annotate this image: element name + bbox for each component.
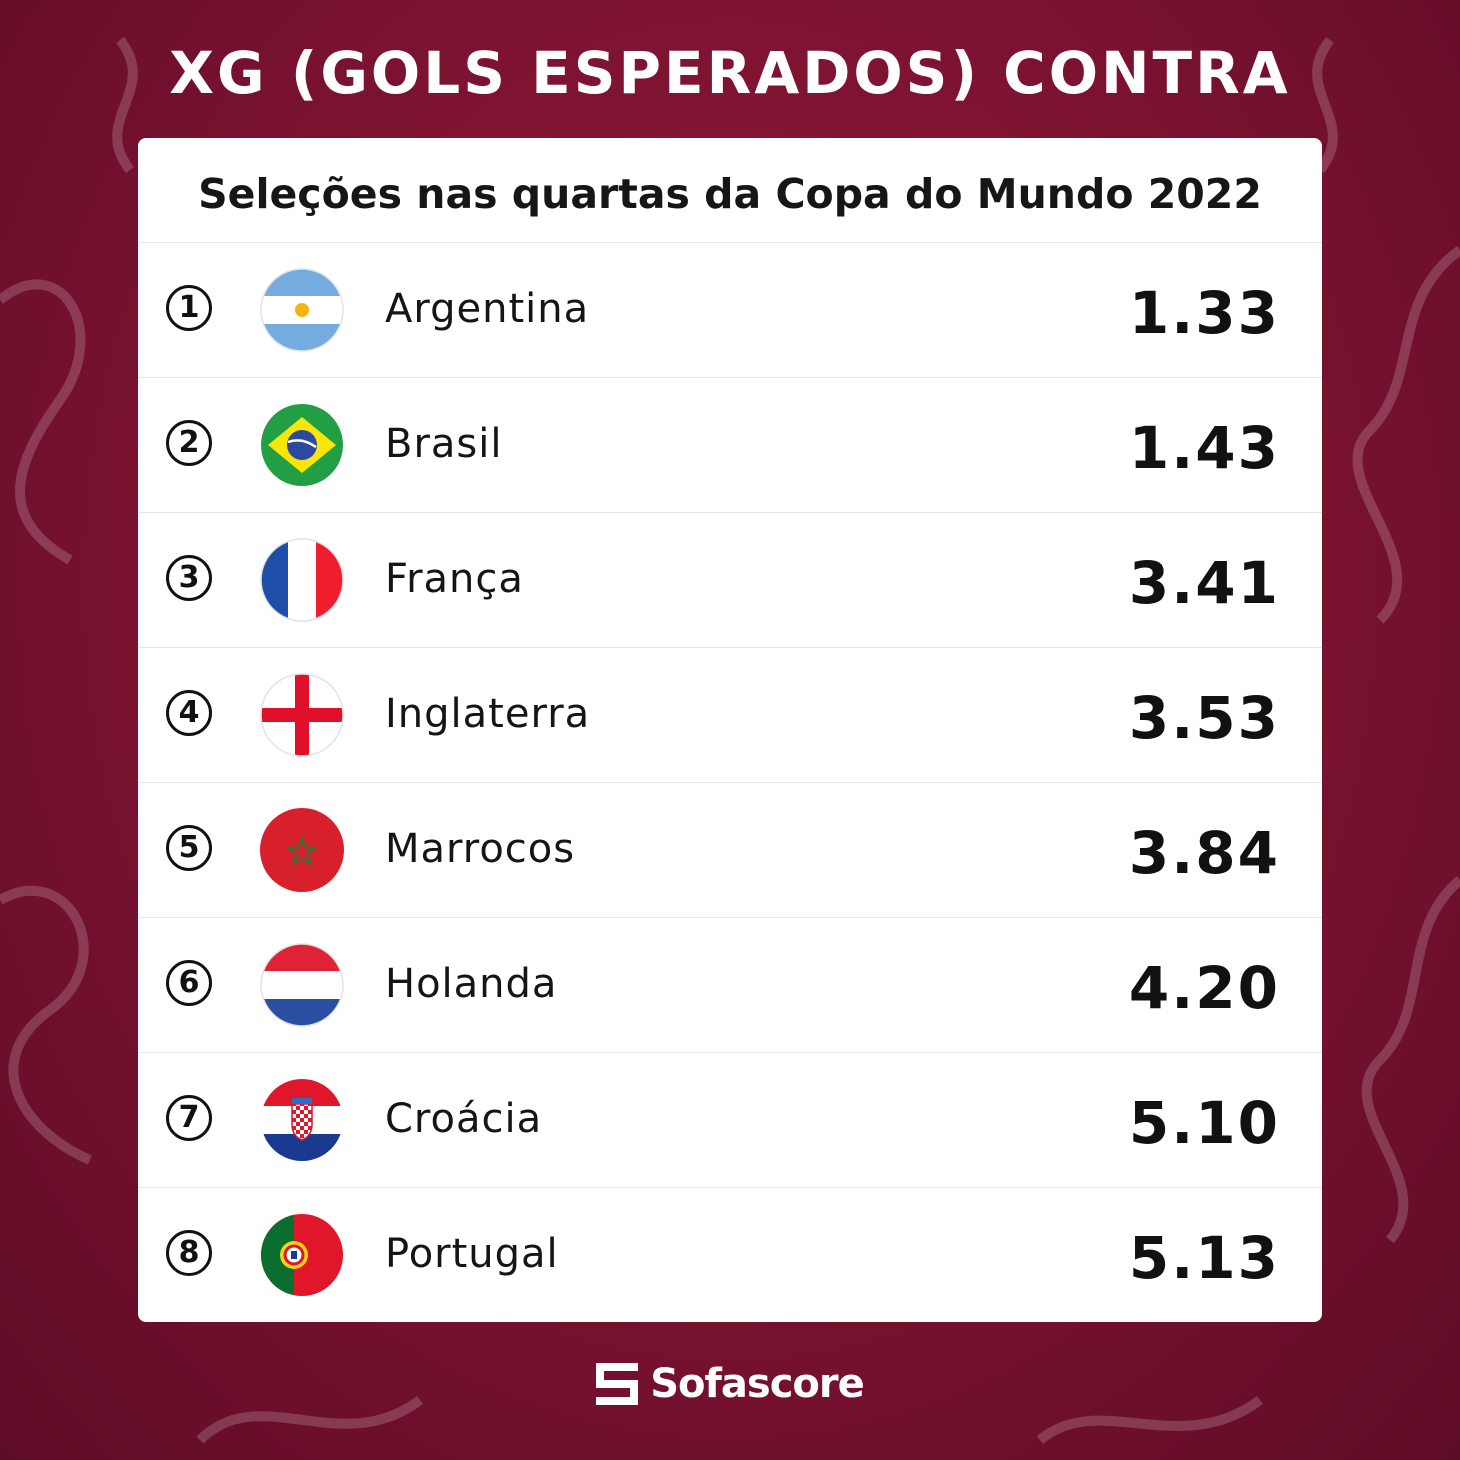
argentina-flag-icon [260,268,344,352]
xg-value: 1.33 [1128,279,1280,347]
france-flag-icon [260,538,344,622]
team-name: Inglaterra [385,691,591,737]
portugal-flag-icon [260,1213,344,1297]
team-name: Marrocos [385,826,576,872]
xg-value: 1.43 [1128,414,1280,482]
xg-value: 3.53 [1128,684,1280,752]
xg-value: 3.41 [1128,549,1280,617]
team-name: Brasil [385,421,503,467]
team-name: Croácia [385,1096,543,1142]
xg-value: 3.84 [1128,819,1280,887]
rank-badge: 7 [166,1095,212,1141]
sofascore-logo-icon [596,1363,639,1405]
page-headline: XG (GOLS ESPERADOS) CONTRA [169,39,1291,107]
team-name: Portugal [385,1231,559,1277]
rank-badge: 5 [166,825,212,871]
brazil-flag-icon [260,403,344,487]
rank-badge: 4 [166,690,212,736]
table-row: 5 Marrocos 3.84 [138,783,1322,918]
england-flag-icon [260,673,344,757]
table-row: 4 Inglaterra 3.53 [138,648,1322,783]
xg-value: 5.10 [1128,1089,1280,1157]
table-row: 6 Holanda 4.20 [138,918,1322,1053]
team-name: Argentina [385,286,590,332]
netherlands-flag-icon [260,943,344,1027]
team-name: Holanda [385,961,558,1007]
brand-name: Sofascore [650,1361,865,1407]
table-row: 8 Portugal 5.13 [138,1188,1322,1322]
ranking-card: Seleções nas quartas da Copa do Mundo 20… [138,138,1322,1322]
rank-badge: 8 [166,1230,212,1276]
rank-badge: 1 [166,285,212,331]
rank-badge: 6 [166,960,212,1006]
xg-value: 4.20 [1128,954,1280,1022]
team-name: França [385,556,524,602]
xg-value: 5.13 [1128,1224,1280,1292]
table-row: 1 Argentina 1.33 [138,243,1322,378]
table-row: 3 França 3.41 [138,513,1322,648]
card-title: Seleções nas quartas da Copa do Mundo 20… [138,138,1322,243]
rank-badge: 3 [166,555,212,601]
table-row: 7 Croácia 5.10 [138,1053,1322,1188]
table-row: 2 Brasil 1.43 [138,378,1322,513]
morocco-flag-icon [260,808,344,892]
croatia-flag-icon [260,1078,344,1162]
brand-footer: Sofascore [0,1354,1460,1414]
rank-badge: 2 [166,420,212,466]
